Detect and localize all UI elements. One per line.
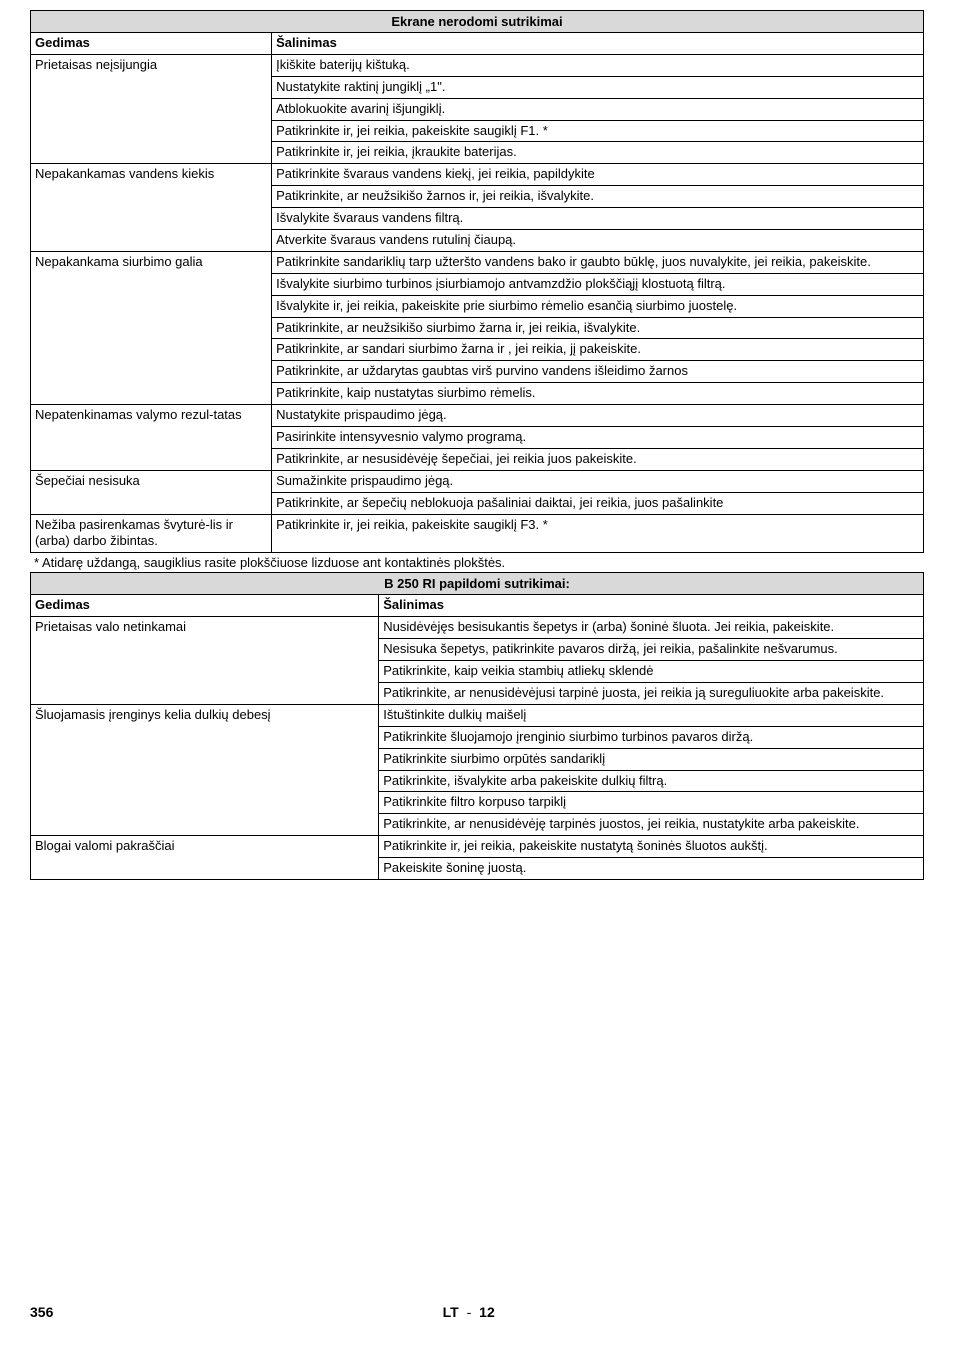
footer-sep: -: [467, 1304, 472, 1320]
table1-fault-cell: Nežiba pasirenkamas švyturė-lis ir (arba…: [31, 514, 272, 553]
table1-fault-cell: Šepečiai nesisuka: [31, 470, 272, 514]
table1: Gedimas Šalinimas Prietaisas neįsijungia…: [30, 32, 924, 553]
table1-row: Nežiba pasirenkamas švyturė-lis ir (arba…: [31, 514, 924, 553]
footer-page-left: 356: [30, 1304, 53, 1320]
table1-fault-cell: Nepakankamas vandens kiekis: [31, 164, 272, 252]
table2-fix-cell: Patikrinkite filtro korpuso tarpiklį: [379, 792, 924, 814]
table2-row: Prietaisas valo netinkamaiNusidėvėjęs be…: [31, 617, 924, 639]
table1-fix-cell: Patikrinkite, ar šepečių neblokuoja paša…: [272, 492, 924, 514]
table2-fix-cell: Ištuštinkite dulkių maišelį: [379, 704, 924, 726]
table2-fix-cell: Nusidėvėjęs besisukantis šepetys ir (arb…: [379, 617, 924, 639]
table1-fix-cell: Sumažinkite prispaudimo jėgą.: [272, 470, 924, 492]
table2-header-row: Gedimas Šalinimas: [31, 595, 924, 617]
table1-fix-cell: Patikrinkite ir, jei reikia, pakeiskite …: [272, 514, 924, 553]
section2-title: B 250 RI papildomi sutrikimai:: [30, 572, 924, 594]
table1-fix-cell: Įkiškite baterijų kištuką.: [272, 54, 924, 76]
table1-fix-cell: Patikrinkite, ar neužsikišo žarnos ir, j…: [272, 186, 924, 208]
table1-fix-cell: Patikrinkite, ar nesusidėvėję šepečiai, …: [272, 448, 924, 470]
table1-fix-cell: Patikrinkite, ar sandari siurbimo žarna …: [272, 339, 924, 361]
table1-row: Prietaisas neįsijungiaĮkiškite baterijų …: [31, 54, 924, 76]
table1-fix-cell: Patikrinkite sandariklių tarp užteršto v…: [272, 251, 924, 273]
table1-fix-cell: Nustatykite raktinį jungiklį „1".: [272, 76, 924, 98]
table2-fix-cell: Patikrinkite, ar nenusidėvėjusi tarpinė …: [379, 682, 924, 704]
table1-fix-cell: Patikrinkite ir, jei reikia, pakeiskite …: [272, 120, 924, 142]
table1-header-fix: Šalinimas: [272, 33, 924, 55]
table1-fault-cell: Nepakankama siurbimo galia: [31, 251, 272, 404]
page-footer: 356 LT - 12: [30, 1304, 924, 1320]
table2-fix-cell: Patikrinkite šluojamojo įrenginio siurbi…: [379, 726, 924, 748]
footer-lang: LT: [443, 1304, 459, 1320]
table1-row: Nepatenkinamas valymo rezul-tatasNustaty…: [31, 405, 924, 427]
page-container: Ekrane nerodomi sutrikimai Gedimas Šalin…: [0, 0, 954, 1350]
table1-fix-cell: Išvalykite švaraus vandens filtrą.: [272, 208, 924, 230]
table2-header-fault: Gedimas: [31, 595, 379, 617]
table1-row: Šepečiai nesisukaSumažinkite prispaudimo…: [31, 470, 924, 492]
table2-fix-cell: Patikrinkite ir, jei reikia, pakeiskite …: [379, 836, 924, 858]
table2-fault-cell: Šluojamasis įrenginys kelia dulkių debes…: [31, 704, 379, 835]
footer-page-right: 12: [479, 1304, 495, 1320]
table2-fix-cell: Pakeiskite šoninę juostą.: [379, 858, 924, 880]
table1-fix-cell: Patikrinkite švaraus vandens kiekį, jei …: [272, 164, 924, 186]
table1-fix-cell: Patikrinkite, kaip nustatytas siurbimo r…: [272, 383, 924, 405]
table2-fix-cell: Patikrinkite, ar nenusidėvėję tarpinės j…: [379, 814, 924, 836]
table2-fault-cell: Prietaisas valo netinkamai: [31, 617, 379, 705]
table2-fix-cell: Nesisuka šepetys, patikrinkite pavaros d…: [379, 639, 924, 661]
table1-row: Nepakankama siurbimo galiaPatikrinkite s…: [31, 251, 924, 273]
table1-fix-cell: Pasirinkite intensyvesnio valymo program…: [272, 427, 924, 449]
table1-header-fault: Gedimas: [31, 33, 272, 55]
table2-row: Šluojamasis įrenginys kelia dulkių debes…: [31, 704, 924, 726]
section1-title: Ekrane nerodomi sutrikimai: [30, 10, 924, 32]
table2-fix-cell: Patikrinkite, kaip veikia stambių atliek…: [379, 661, 924, 683]
table1-fix-cell: Patikrinkite ir, jei reikia, įkraukite b…: [272, 142, 924, 164]
table1-fault-cell: Nepatenkinamas valymo rezul-tatas: [31, 405, 272, 471]
table1-fix-cell: Nustatykite prispaudimo jėgą.: [272, 405, 924, 427]
table2: Gedimas Šalinimas Prietaisas valo netink…: [30, 594, 924, 880]
table1-fix-cell: Patikrinkite, ar uždarytas gaubtas virš …: [272, 361, 924, 383]
table1-fix-cell: Išvalykite siurbimo turbinos įsiurbiamoj…: [272, 273, 924, 295]
table2-fault-cell: Blogai valomi pakraščiai: [31, 836, 379, 880]
table1-fix-cell: Patikrinkite, ar neužsikišo siurbimo žar…: [272, 317, 924, 339]
footer-center: LT - 12: [443, 1304, 495, 1320]
table1-fault-cell: Prietaisas neįsijungia: [31, 54, 272, 163]
table1-row: Nepakankamas vandens kiekisPatikrinkite …: [31, 164, 924, 186]
table2-fix-cell: Patikrinkite, išvalykite arba pakeiskite…: [379, 770, 924, 792]
table1-fix-cell: Išvalykite ir, jei reikia, pakeiskite pr…: [272, 295, 924, 317]
table2-fix-cell: Patikrinkite siurbimo orpūtės sandariklį: [379, 748, 924, 770]
table1-fix-cell: Atblokuokite avarinį išjungiklį.: [272, 98, 924, 120]
table2-header-fix: Šalinimas: [379, 595, 924, 617]
table1-header-row: Gedimas Šalinimas: [31, 33, 924, 55]
table1-fix-cell: Atverkite švaraus vandens rutulinį čiaup…: [272, 230, 924, 252]
table2-row: Blogai valomi pakraščiaiPatikrinkite ir,…: [31, 836, 924, 858]
section1-footnote: * Atidarę uždangą, saugiklius rasite plo…: [30, 553, 924, 572]
